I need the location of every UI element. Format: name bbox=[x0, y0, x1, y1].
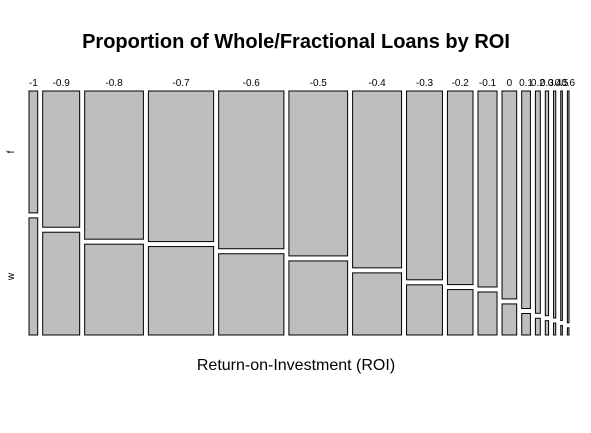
y-tick-label: f bbox=[6, 150, 17, 153]
x-tick-label: 0 bbox=[507, 78, 513, 89]
tile-w--0.6 bbox=[218, 253, 285, 336]
tile-w--1 bbox=[28, 217, 39, 336]
tile-f-0 bbox=[501, 90, 518, 300]
mosaic-tiles bbox=[28, 90, 570, 336]
x-tick-label: -0.1 bbox=[479, 78, 497, 89]
x-tick-label: 0.6 bbox=[561, 78, 575, 89]
tile-w-0.4 bbox=[553, 322, 557, 336]
x-tick-labels: -1 -0.9 -0.8 -0.7 -0.6 -0.5 -0.4 -0.3 -0.2 -0.1 0 0… bbox=[29, 78, 576, 89]
tile-w--0.7 bbox=[147, 246, 215, 336]
x-tick-label: -0.2 bbox=[452, 78, 470, 89]
tile-f--0.8 bbox=[84, 90, 144, 240]
tile-f--0.1 bbox=[477, 90, 498, 288]
tile-w-0.2 bbox=[534, 317, 541, 336]
x-tick-label: 0.1 bbox=[519, 78, 533, 89]
tile-w--0.5 bbox=[288, 260, 349, 336]
tile-f--1 bbox=[28, 90, 39, 214]
tile-f-0.4 bbox=[553, 90, 557, 319]
tile-f--0.5 bbox=[288, 90, 349, 257]
tile-f-0.6 bbox=[566, 90, 570, 324]
tile-w--0.8 bbox=[84, 243, 144, 336]
tile-w-0.5 bbox=[560, 324, 563, 336]
tile-f-0.5 bbox=[560, 90, 563, 321]
tile-f--0.6 bbox=[218, 90, 285, 250]
tile-w--0.4 bbox=[352, 272, 403, 336]
tile-w-0.1 bbox=[521, 312, 531, 336]
tile-w-0.6 bbox=[566, 327, 570, 336]
x-tick-label: 0.5 bbox=[555, 78, 569, 89]
tile-f-0.2 bbox=[534, 90, 541, 314]
x-tick-label: 0.3 bbox=[540, 78, 554, 89]
x-tick-label: -0.7 bbox=[172, 78, 190, 89]
tile-w--0.9 bbox=[42, 231, 81, 336]
x-tick-label: 0.4 bbox=[548, 78, 562, 89]
x-tick-label: -0.8 bbox=[105, 78, 123, 89]
x-tick-label: -0.6 bbox=[243, 78, 261, 89]
x-tick-label: -1 bbox=[29, 78, 38, 89]
tile-w--0.2 bbox=[446, 289, 474, 336]
x-tick-label: -0.5 bbox=[310, 78, 328, 89]
tile-f--0.2 bbox=[446, 90, 474, 286]
tile-f--0.9 bbox=[42, 90, 81, 228]
x-tick-label: -0.9 bbox=[53, 78, 71, 89]
x-tick-label: 0.2 bbox=[531, 78, 545, 89]
tile-f--0.3 bbox=[406, 90, 443, 281]
tile-f--0.7 bbox=[147, 90, 215, 243]
x-axis-label: Return-on-Investment (ROI) bbox=[197, 357, 395, 374]
y-tick-label: w bbox=[6, 272, 17, 281]
tile-f-0.1 bbox=[521, 90, 531, 309]
chart-title: Proportion of Whole/Fractional Loans by … bbox=[82, 31, 510, 53]
tile-w--0.1 bbox=[477, 291, 498, 336]
tile-w-0.3 bbox=[544, 320, 550, 336]
x-tick-label: -0.4 bbox=[368, 78, 386, 89]
tile-w--0.3 bbox=[406, 284, 443, 336]
x-tick-label: -0.3 bbox=[416, 78, 434, 89]
tile-w-0 bbox=[501, 303, 518, 336]
tile-f-0.3 bbox=[544, 90, 550, 317]
y-tick-labels: fw bbox=[6, 150, 17, 281]
tile-f--0.4 bbox=[352, 90, 403, 269]
